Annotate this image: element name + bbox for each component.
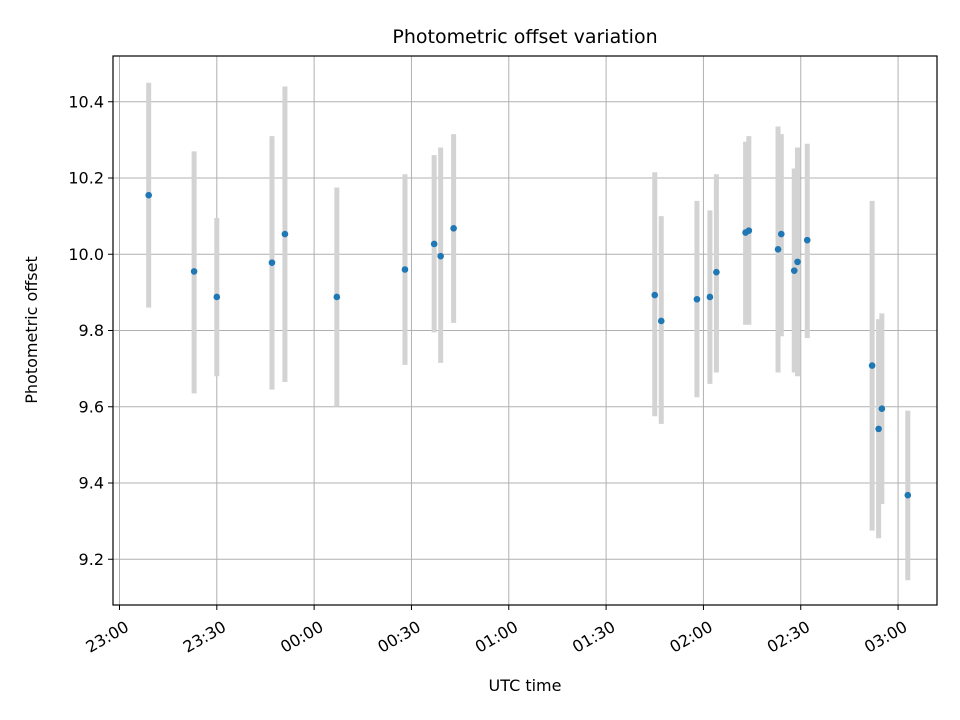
chart-title: Photometric offset variation [392,26,657,48]
data-point [268,259,276,266]
data-point [904,491,912,499]
data-point [693,295,701,303]
y-tick-label: 9.4 [79,474,104,493]
data-points [145,191,912,499]
data-point [878,405,886,412]
data-point [657,317,665,325]
data-point [794,258,801,266]
data-point [803,236,811,244]
data-point [437,252,444,260]
data-point [713,268,720,276]
data-point [333,293,341,301]
data-point [213,293,221,301]
data-point [145,191,152,199]
y-tick-label: 10.2 [68,169,104,188]
data-point [777,230,785,238]
data-point [190,268,198,275]
y-tick-label: 9.8 [79,321,104,340]
x-axis-label: UTC time [489,676,562,695]
y-axis-label: Photometric offset [22,256,41,404]
data-point [774,245,782,253]
data-point [875,425,882,433]
data-point [745,227,753,234]
data-point [430,240,438,248]
y-axis: 9.2 9.4 9.6 9.8 10.0 10.2 10.4 [68,92,113,569]
y-tick-label: 9.2 [79,550,104,569]
data-point [401,266,409,273]
y-tick-label: 9.6 [79,397,104,416]
y-tick-label: 10.0 [68,245,104,264]
data-point [651,291,659,299]
data-point [706,293,714,301]
data-point [281,230,289,238]
y-tick-label: 10.4 [68,92,104,111]
data-point [450,225,457,232]
data-point [868,362,876,369]
data-point [790,267,798,274]
